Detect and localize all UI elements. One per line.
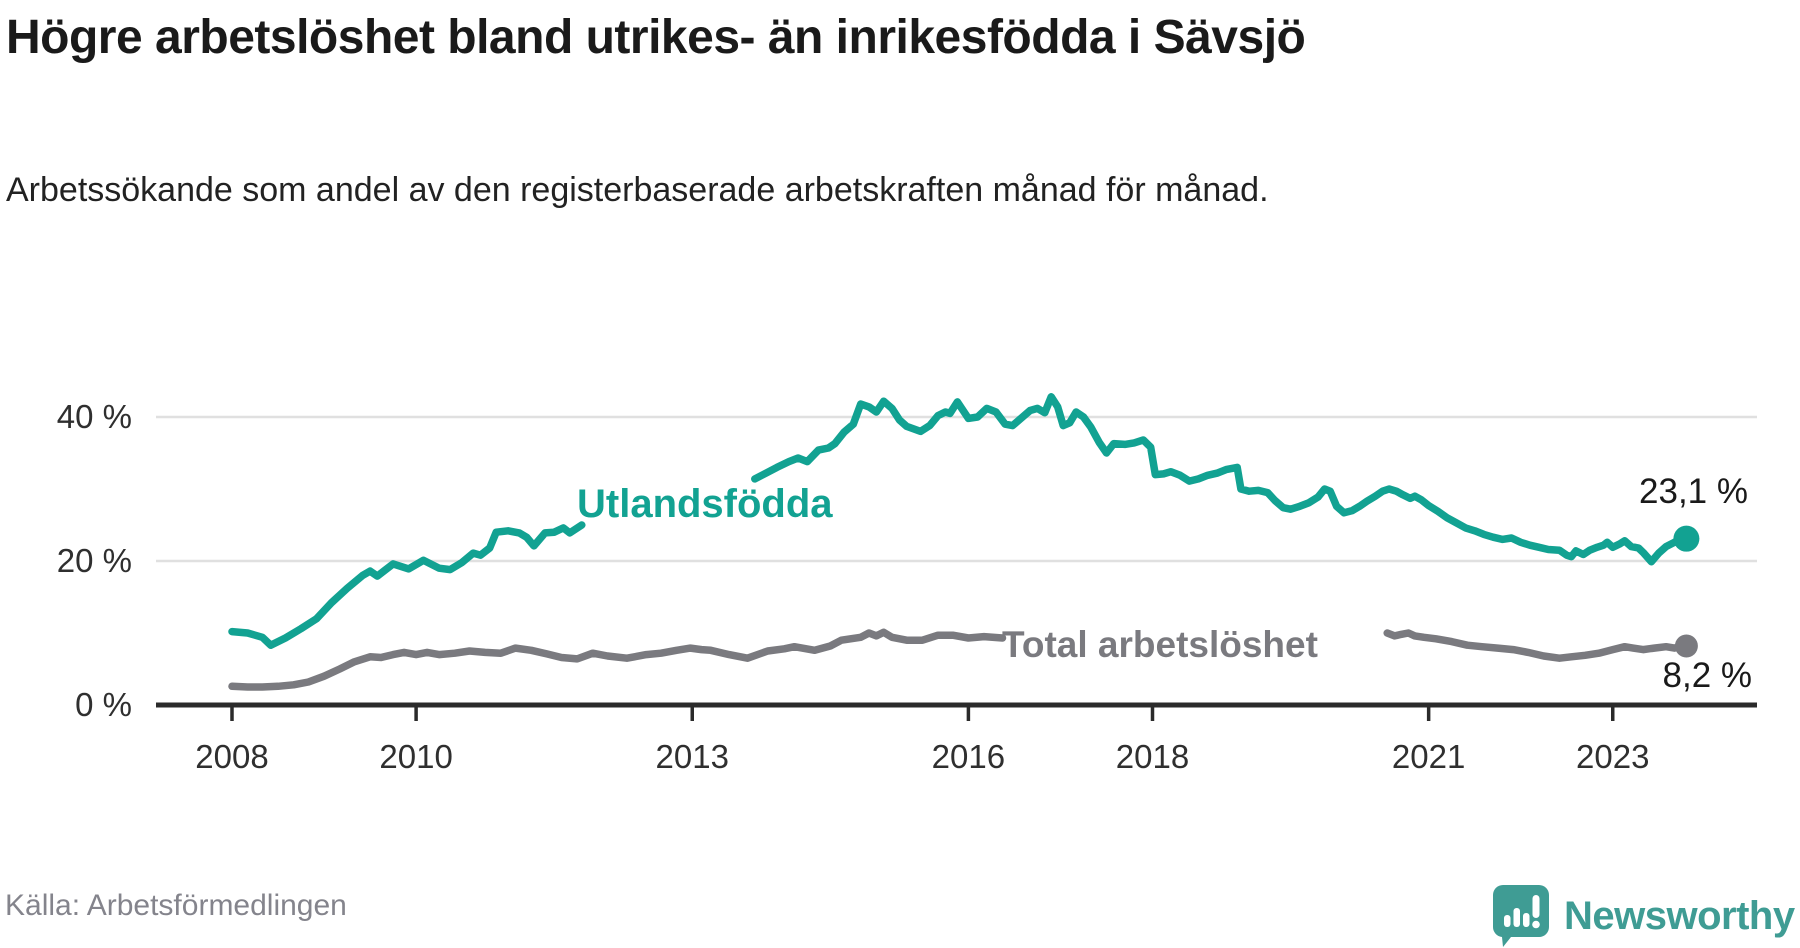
x-tick-label-2008: 2008	[195, 738, 269, 775]
series-line-1-segment-0	[228, 628, 1007, 691]
x-tick-label-2018: 2018	[1115, 738, 1190, 775]
y-tick-label-20: 20 %	[56, 542, 132, 579]
series-label-total-arbetsloshet: Total arbetslöshet	[1002, 624, 1318, 665]
y-tick-label-40: 40 %	[56, 398, 132, 435]
series-line-0-segment-0	[228, 521, 586, 649]
series-end-dot-1	[1674, 634, 1698, 658]
page-title: Högre arbetslöshet bland utrikes- än inr…	[6, 11, 1306, 64]
series-end-dot-0	[1673, 525, 1700, 552]
newsworthy-icon	[1492, 885, 1549, 947]
end-value-label-total: 8,2 %	[1662, 656, 1753, 695]
x-tick-label-2010: 2010	[379, 738, 453, 775]
end-value-label-utlandsfodda: 23,1 %	[1639, 472, 1748, 511]
x-tick-label-2021: 2021	[1391, 738, 1466, 775]
brand-logo: Newsworthy	[1492, 884, 1800, 948]
x-tick-label-2013: 2013	[655, 738, 729, 775]
source-note: Källa: Arbetsförmedlingen	[5, 889, 347, 922]
x-tick-label-2023: 2023	[1576, 738, 1650, 775]
series-line-1-segment-1	[1383, 629, 1691, 662]
y-tick-label-0: 0 %	[75, 686, 132, 723]
series-line-0-segment-1	[751, 393, 1691, 566]
brand-name: Newsworthy	[1564, 893, 1795, 938]
x-axis	[156, 702, 1757, 721]
series-label-utlandsfodda: Utlandsfödda	[577, 482, 833, 526]
page-subtitle: Arbetssökande som andel av den registerb…	[6, 171, 1269, 209]
series-lines	[228, 393, 1700, 691]
x-tick-label-2016: 2016	[931, 738, 1006, 775]
